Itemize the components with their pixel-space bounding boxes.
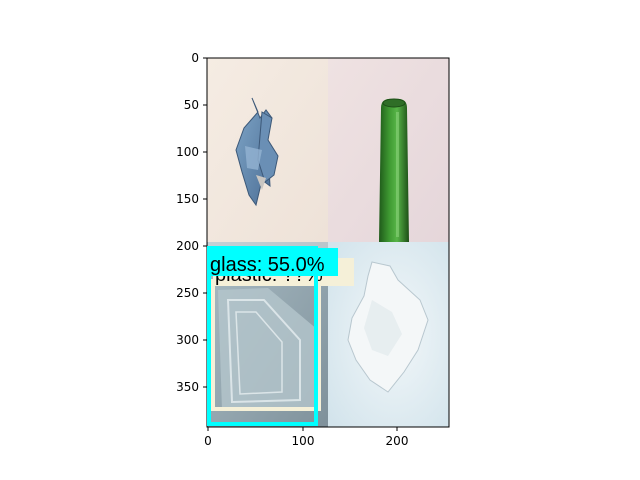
y-tick-label: 250 <box>176 286 199 300</box>
x-tick-label: 100 <box>292 434 315 448</box>
x-tick-label: 200 <box>386 434 409 448</box>
y-axis: 0 50 100 150 200 250 300 350 <box>176 51 207 394</box>
image-area <box>207 58 449 427</box>
y-tick-label: 50 <box>184 98 199 112</box>
detection-overlays: plastic: ??% glass: 55.0% <box>207 246 354 426</box>
tile-crumpled-paper <box>207 58 328 242</box>
y-tick-label: 300 <box>176 333 199 347</box>
x-axis: 0 100 200 <box>204 427 408 448</box>
x-tick-label: 0 <box>204 434 212 448</box>
y-tick-label: 100 <box>176 145 199 159</box>
tile-green-glass-bottle <box>328 58 449 242</box>
glass-label-background <box>207 248 338 276</box>
glass-label: glass: 55.0% <box>210 254 325 276</box>
y-tick-label: 200 <box>176 239 199 253</box>
y-tick-label: 0 <box>191 51 199 65</box>
y-tick-label: 350 <box>176 380 199 394</box>
y-tick-label: 150 <box>176 192 199 206</box>
axes-frame <box>206 57 450 428</box>
